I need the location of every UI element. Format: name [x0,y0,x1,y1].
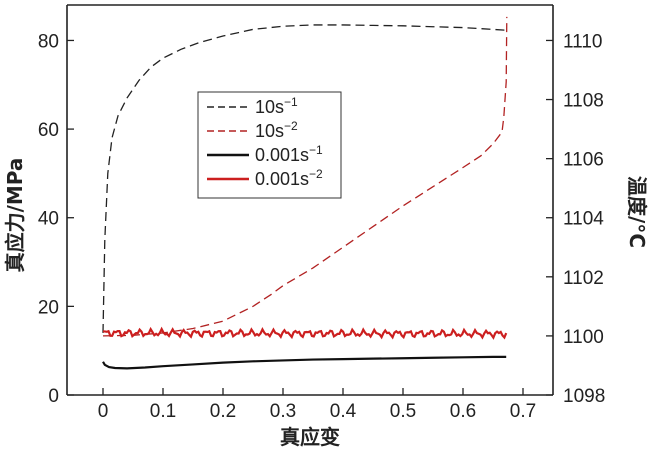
legend-box [197,91,342,199]
y2-tick-label: 1098 [563,386,605,407]
x-tick-label: 0.4 [330,401,357,422]
y-tick-label: 40 [38,209,59,230]
legend-label: 0.001s−1 [255,143,323,165]
series-layer [102,16,508,370]
x-tick-label: 0.7 [510,401,536,422]
series-line-3 [102,326,508,340]
y2-tick-label: 1108 [563,91,604,112]
y2-tick-label: 1110 [563,31,602,52]
y-tick-label: 0 [48,386,59,407]
series-line-0 [102,24,507,333]
y2-tick-label: 1106 [563,150,604,171]
y2-tick-label: 1100 [563,327,604,348]
legend-label: 0.001s−2 [255,167,323,189]
x-tick-label: 0.1 [150,401,176,422]
x-tick-label: 0.3 [270,401,296,422]
series-line-1 [102,16,508,337]
y-tick-label: 20 [38,297,59,318]
x-tick-label: 0.6 [450,401,476,422]
x-ticks: 0 0.1 0.2 0.3 0.4 0.5 0.6 0.7 [98,388,536,422]
x-tick-label: 0 [98,401,109,422]
y2-tick-label: 1104 [563,209,604,230]
x-tick-label: 0.5 [390,401,416,422]
y-tick-label: 60 [38,120,59,141]
x-axis-title: 真应变 [280,425,340,449]
x-tick-label: 0.2 [210,401,236,422]
y2-tick-label: 1102 [563,268,604,289]
y-tick-label: 80 [38,31,59,52]
y-ticks: 0 20 40 60 80 [38,31,74,407]
series-line-2 [102,355,507,370]
y2-ticks: 1098 1100 1102 1104 1106 1108 1110 [546,31,605,407]
y-axis-title: 真应力/MPa [3,158,27,273]
y2-axis-title: 温度/°C [625,176,649,248]
plot-frame [66,4,554,396]
